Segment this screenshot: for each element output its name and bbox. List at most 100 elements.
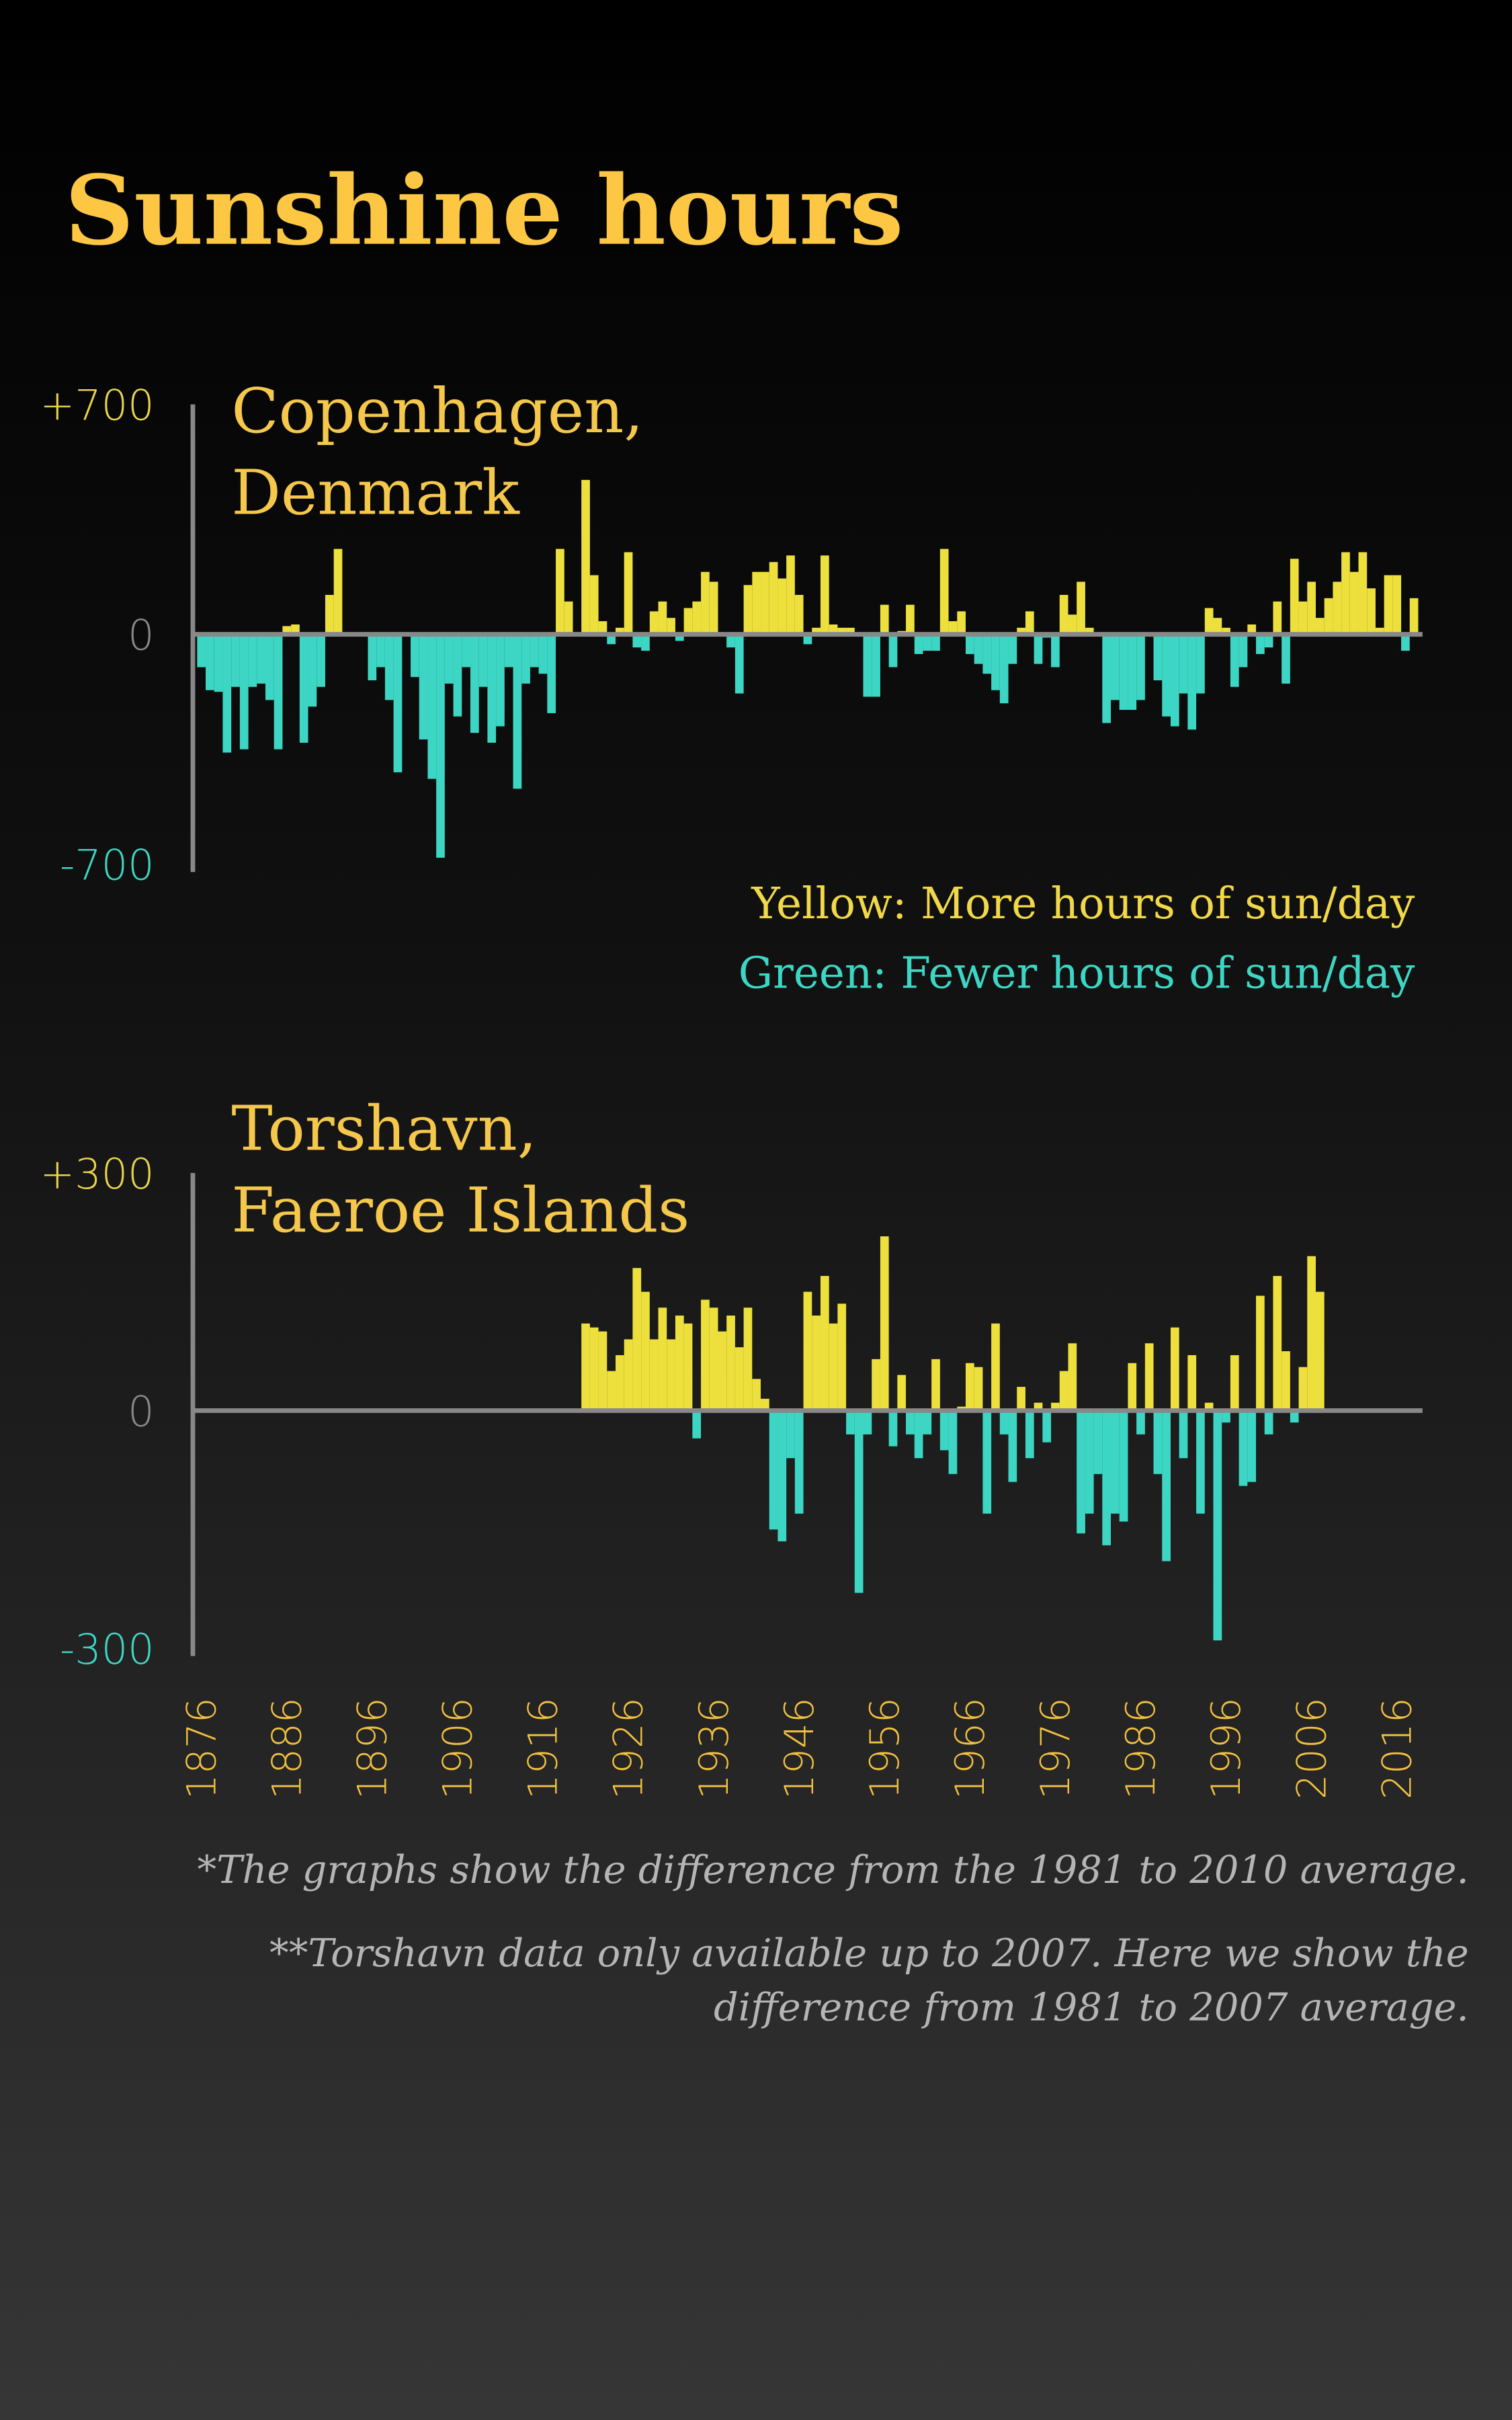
bar	[812, 627, 821, 635]
bar	[667, 1339, 675, 1411]
bar	[197, 634, 206, 668]
bar	[965, 1363, 974, 1411]
bar	[1247, 624, 1257, 635]
bar	[1170, 634, 1179, 727]
bar	[419, 634, 428, 740]
bar	[1051, 1402, 1060, 1411]
bar	[778, 1410, 787, 1541]
bar	[734, 1347, 744, 1411]
bar	[1179, 1410, 1188, 1459]
bar	[718, 1331, 727, 1411]
bar	[1068, 614, 1077, 635]
bar	[1008, 1410, 1017, 1482]
y-tick-label: +700	[40, 380, 154, 430]
bar	[624, 1339, 633, 1411]
bar	[1392, 575, 1402, 635]
bar	[1085, 1410, 1094, 1514]
bar	[923, 1410, 932, 1435]
bar	[829, 1323, 838, 1411]
bar	[649, 611, 659, 635]
bar	[1093, 1410, 1103, 1474]
bar	[556, 549, 564, 635]
chart-title: Faeroe Islands	[231, 1174, 689, 1246]
bar	[1085, 627, 1094, 635]
bar	[880, 604, 889, 635]
bar	[1059, 1371, 1068, 1411]
bar	[470, 634, 479, 733]
bar	[991, 634, 1000, 690]
footnote: *The graphs show the difference from the…	[198, 1847, 1469, 1892]
bar	[726, 1316, 735, 1411]
bar	[607, 1371, 616, 1411]
bar	[1187, 1355, 1197, 1411]
bar	[1264, 1410, 1273, 1435]
bar	[786, 555, 795, 635]
x-tick-label: 1896	[350, 1697, 396, 1800]
bar	[1136, 1410, 1145, 1435]
bar	[1128, 634, 1137, 711]
bar	[384, 634, 394, 700]
x-tick-label: 1966	[948, 1697, 994, 1800]
bar	[1144, 1343, 1154, 1411]
bar	[837, 1303, 847, 1411]
chart-title: Torshavn,	[231, 1092, 537, 1164]
bar	[991, 1323, 1000, 1411]
bar	[1119, 1410, 1128, 1522]
bar	[939, 1410, 949, 1451]
bar	[274, 634, 283, 750]
bar	[1238, 1410, 1248, 1486]
bar	[701, 571, 710, 635]
bar	[333, 549, 343, 635]
x-tick-label: 1996	[1204, 1697, 1250, 1800]
bar	[794, 594, 804, 635]
bar	[906, 604, 915, 635]
bar	[1051, 634, 1060, 668]
bar	[667, 618, 675, 635]
legend-entry: Green: Fewer hours of sun/day	[739, 948, 1415, 998]
bar	[248, 634, 257, 687]
bar	[829, 624, 838, 635]
bar	[214, 634, 223, 692]
bar	[299, 634, 308, 743]
x-tick-label: 1916	[521, 1697, 567, 1800]
bar	[478, 634, 488, 687]
x-tick-label: 1946	[777, 1697, 823, 1800]
bar	[257, 634, 266, 684]
bar	[761, 1398, 769, 1411]
bar	[530, 634, 539, 668]
bar	[880, 1236, 889, 1411]
page-title: Sunshine hours	[65, 154, 903, 267]
bar	[222, 634, 232, 753]
bar	[1204, 1402, 1214, 1411]
bar	[1349, 571, 1359, 635]
x-tick-label: 1936	[691, 1697, 738, 1800]
bar	[649, 1339, 659, 1411]
bar	[1008, 634, 1017, 664]
bar	[965, 634, 974, 654]
bar	[931, 1359, 940, 1411]
bar	[368, 634, 377, 681]
bar	[1170, 1327, 1179, 1411]
x-tick-label: 1986	[1118, 1697, 1165, 1800]
bar	[1128, 1363, 1137, 1411]
bar	[709, 581, 718, 635]
bar	[376, 634, 385, 668]
chart-title: Denmark	[231, 457, 520, 529]
bar	[1384, 575, 1393, 635]
bar	[547, 634, 556, 713]
bar	[675, 634, 684, 641]
x-tick-label: 2016	[1374, 1697, 1421, 1800]
legend-entry: Yellow: More hours of sun/day	[751, 879, 1415, 929]
bar	[794, 1410, 804, 1514]
bar	[1111, 634, 1120, 700]
bar	[957, 611, 966, 635]
bar	[632, 634, 642, 648]
bar	[906, 1410, 915, 1435]
bar	[1282, 1351, 1290, 1411]
bar	[837, 627, 847, 635]
bar	[1102, 1410, 1111, 1545]
bar	[239, 634, 249, 750]
bar	[1230, 1355, 1239, 1411]
bar	[1409, 598, 1419, 635]
bar	[581, 1323, 590, 1411]
